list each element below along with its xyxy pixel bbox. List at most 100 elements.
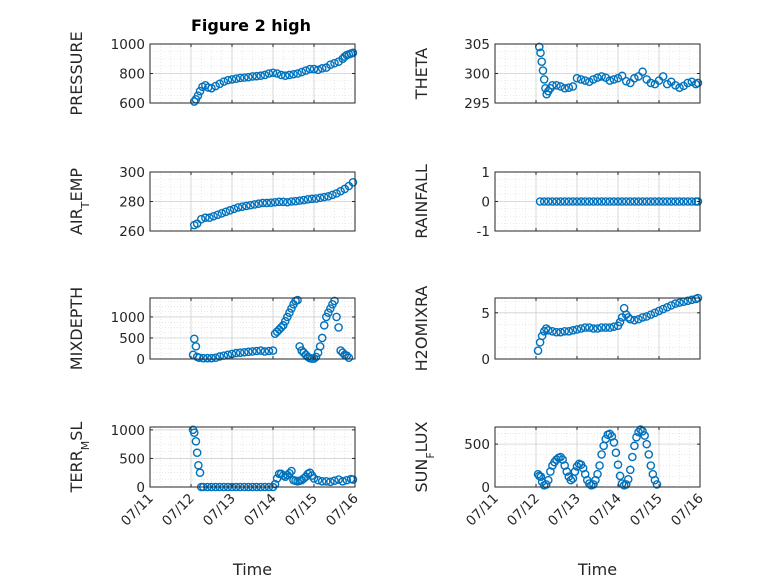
x-tick-label: 07/16 [668,491,707,530]
y-tick-label: 600 [119,96,145,112]
data-point [313,65,323,75]
data-point [319,192,329,202]
data-point [258,198,268,208]
data-point [533,346,543,355]
data-point [650,197,660,206]
data-point [315,193,325,203]
data-point [242,201,251,211]
data-point [211,353,220,363]
data-point [215,352,224,361]
data-point [317,333,327,343]
data-point [348,178,358,187]
x-tick-label: 07/12 [159,491,198,530]
data-point [231,74,241,83]
data-point [552,327,561,337]
x-tick-label: 07/15 [282,491,321,530]
subplot-theta: 295 300 305 THETA [412,37,703,112]
data-point [595,461,604,470]
axes-box [494,426,701,488]
data-point [536,472,546,482]
data-point [235,348,245,357]
data-point [348,475,358,484]
data-point [311,352,321,362]
y-tick-label: 280 [119,195,145,211]
data-point [650,308,660,318]
data-point [623,474,633,484]
data-point [215,79,224,89]
data-point [572,325,582,334]
data-point [293,69,302,78]
data-point [235,73,245,83]
data-point [693,197,703,206]
y-tick-label: 0 [481,480,490,496]
data-point [317,476,327,486]
data-point [564,197,574,206]
data-point [556,82,565,91]
data-point [330,296,339,306]
data-point [634,197,643,206]
data-point [580,197,590,206]
data-point [630,441,639,451]
data-point [560,197,570,206]
data-point [237,202,247,211]
data-point [191,342,201,351]
data-point [662,197,672,206]
data-point [213,210,222,220]
x-tick-label: 07/13 [200,491,239,530]
axes-box [149,297,356,360]
data-point [683,78,693,88]
data-point [192,448,202,458]
data-point [636,425,645,434]
data-point [227,75,237,84]
y-axis-label: TERRMSL [67,422,92,494]
data-point [605,197,615,206]
data-point [662,302,672,312]
x-tick-label: 07/12 [504,491,543,530]
data-point [254,199,263,209]
data-point [675,83,684,92]
data-point [268,68,278,78]
data-point [640,431,649,440]
data-point [638,197,647,206]
subplot-sun-flux: 0 500 SUNFLUX 07/11 07/12 07/13 07/14 07/15 07/1… [412,421,707,579]
data-point [658,304,668,314]
y-tick-label: 800 [119,67,145,83]
data-point [309,474,319,483]
data-point [572,73,582,83]
data-point [644,450,654,459]
data-point [328,190,337,200]
data-point [605,429,615,439]
data-point [321,476,331,486]
y-axis-label: MIXDEPTH [67,287,86,370]
data-point [564,326,574,336]
data-point [297,67,307,77]
data-point [597,450,606,459]
data-point [609,197,619,206]
data-point [538,66,548,75]
data-point [601,197,611,206]
data-point [544,475,553,485]
data-point [272,69,282,78]
data-point [195,86,205,96]
data-point [597,323,606,332]
data-point [693,78,703,88]
x-tick-label: 07/16 [323,491,362,530]
y-tick-label: 500 [464,437,490,453]
data-point [217,208,227,218]
y-tick-label: 5 [481,306,490,322]
data-point [560,83,570,93]
data-point [593,197,602,206]
data-point [207,353,216,363]
data-point [537,57,547,67]
data-point [196,214,206,224]
data-point [593,73,602,82]
data-point [568,326,578,335]
y-tick-label: 295 [464,96,490,112]
data-point [260,347,270,356]
x-tick-label: 07/11 [118,491,157,530]
y-axis-label: THETA [412,48,431,100]
data-point [293,295,302,305]
data-point [671,197,680,206]
data-point [675,197,684,206]
